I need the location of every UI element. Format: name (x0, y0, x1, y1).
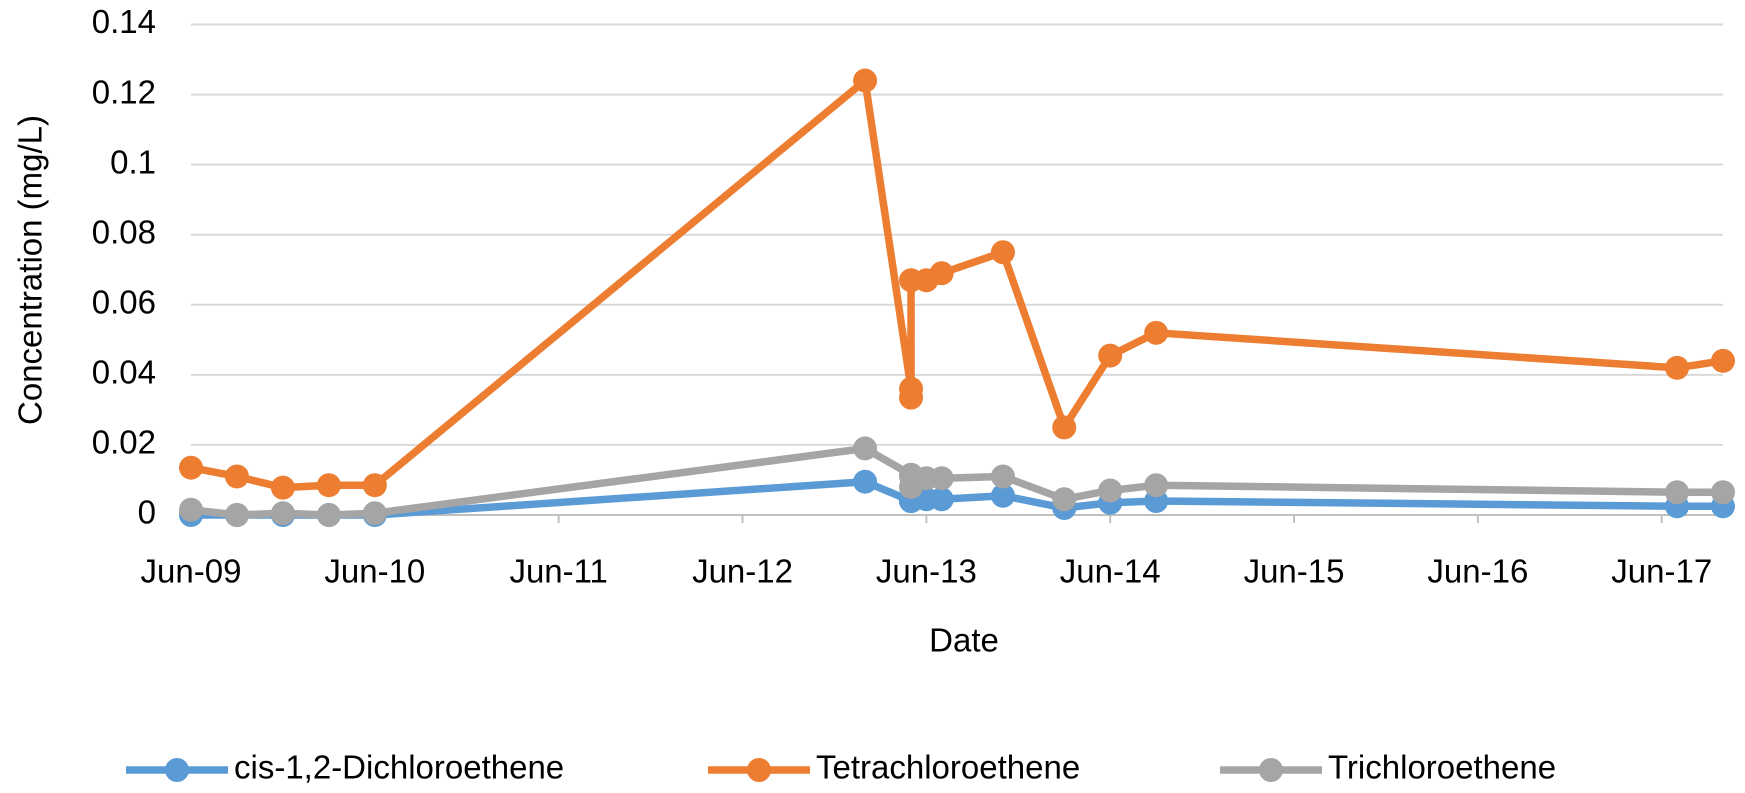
data-point (929, 261, 954, 286)
y-tick-label: 0.02 (92, 424, 156, 461)
data-point (853, 68, 878, 93)
data-point (899, 385, 924, 410)
x-tick-label: Jun-16 (1427, 553, 1528, 590)
y-tick-label: 0.14 (92, 3, 156, 40)
legend-label: Trichloroethene (1328, 749, 1556, 786)
data-point (1098, 478, 1123, 503)
y-tick-label: 0 (138, 494, 156, 531)
data-point (1665, 480, 1690, 505)
data-point (362, 473, 387, 498)
data-point (1098, 343, 1123, 368)
x-tick-label: Jun-12 (692, 553, 793, 590)
legend-marker (1259, 758, 1283, 782)
data-point (1711, 348, 1735, 373)
y-tick-label: 0.08 (92, 213, 156, 250)
legend-marker (747, 758, 771, 782)
y-axis-label: Concentration (mg/L) (12, 115, 49, 425)
data-point (990, 240, 1015, 265)
data-point (316, 503, 341, 527)
data-point (1144, 320, 1169, 345)
data-point (1052, 487, 1077, 512)
x-axis-label: Date (929, 622, 999, 659)
data-point (1052, 415, 1077, 440)
data-point (1711, 480, 1735, 505)
data-point (990, 483, 1015, 508)
data-point (179, 497, 203, 522)
data-point (362, 501, 387, 526)
y-tick-label: 0.12 (92, 73, 156, 110)
data-point (853, 436, 878, 461)
x-tick-label: Jun-14 (1060, 553, 1161, 590)
data-point (990, 464, 1015, 489)
data-point (1665, 355, 1690, 380)
y-tick-label: 0.1 (110, 143, 156, 180)
data-point (929, 466, 954, 491)
x-tick-label: Jun-11 (509, 553, 607, 590)
legend-marker (165, 758, 189, 782)
data-point (224, 503, 249, 527)
x-tick-label: Jun-17 (1611, 553, 1712, 590)
data-point (929, 487, 954, 512)
x-tick-label: Jun-10 (324, 553, 425, 590)
data-point (316, 473, 341, 498)
series-line (190, 76, 1724, 492)
x-tick-label: Jun-15 (1244, 553, 1345, 590)
data-point (179, 455, 203, 480)
data-point (1144, 473, 1169, 498)
y-tick-label: 0.06 (92, 284, 156, 321)
x-tick-label: Jun-09 (141, 553, 242, 590)
x-tick-label: Jun-13 (876, 553, 977, 590)
data-point (270, 501, 295, 526)
legend-label: cis-1,2-Dichloroethene (234, 749, 564, 786)
data-point (224, 464, 249, 489)
data-point (853, 469, 878, 494)
y-tick-label: 0.04 (92, 354, 156, 391)
legend-label: Tetrachloroethene (816, 749, 1080, 786)
data-point (270, 475, 295, 500)
